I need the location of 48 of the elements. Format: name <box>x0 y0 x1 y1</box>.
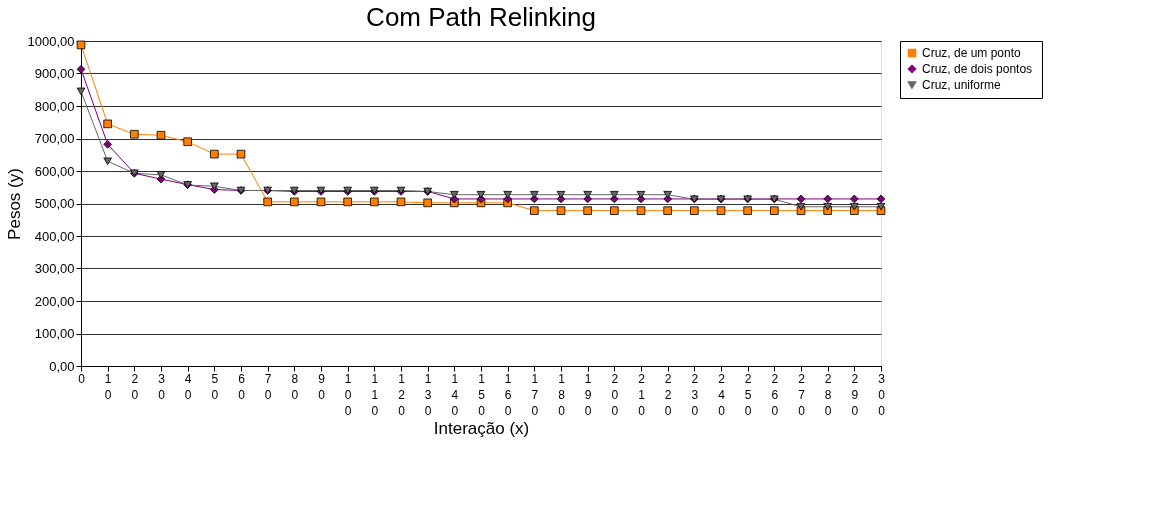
x-tick-label: 200 <box>611 371 619 418</box>
x-tick-label: 290 <box>851 371 859 418</box>
x-tick-label: 170 <box>531 371 539 418</box>
y-tick-label: 0,00 <box>49 358 75 374</box>
x-tick-label: 210 <box>638 371 646 418</box>
x-tick-label: 250 <box>744 371 752 418</box>
x-tick-label: 40 <box>184 371 192 402</box>
x-tick-label: 90 <box>318 371 326 402</box>
x-tick-label: 20 <box>131 371 139 402</box>
legend-label: Cruz, uniforme <box>922 78 1002 92</box>
legend-label: Cruz, de dois pontos <box>922 62 1033 76</box>
y-tick-label: 600,00 <box>34 163 75 179</box>
x-tick-label: 280 <box>824 371 832 418</box>
x-tick-label: 80 <box>291 371 299 402</box>
y-tick-label: 400,00 <box>34 228 75 244</box>
x-axis-title: Interação (x) <box>433 418 530 438</box>
x-tick-label: 30 <box>158 371 166 402</box>
y-tick-label: 1000,00 <box>27 33 75 49</box>
y-tick-label: 300,00 <box>34 261 75 276</box>
x-tick-label: 150 <box>478 371 486 418</box>
y-tick-label: 900,00 <box>34 66 75 81</box>
x-tick-label: 10 <box>104 371 112 402</box>
x-tick-label: 220 <box>664 371 672 418</box>
x-tick-label: 130 <box>424 371 432 418</box>
x-tick-label: 50 <box>211 371 219 402</box>
y-tick-label: 200,00 <box>34 293 75 309</box>
x-tick-label: 260 <box>771 371 779 418</box>
x-tick-label: 270 <box>798 371 806 418</box>
y-axis-title: Pesos (y) <box>4 168 24 240</box>
chart-title: Com Path Relinking <box>366 2 596 32</box>
x-tick-label: 60 <box>238 371 246 402</box>
x-tick-label: 180 <box>558 371 566 418</box>
x-tick-label: 190 <box>584 371 592 418</box>
x-tick-label: 160 <box>504 371 512 418</box>
y-tick-label: 100,00 <box>34 326 75 341</box>
x-tick-label: 70 <box>264 371 272 402</box>
y-tick-label: 700,00 <box>34 131 75 146</box>
x-tick-label: 120 <box>398 371 406 418</box>
x-tick-label: 300 <box>878 371 886 418</box>
x-tick-label: 0 <box>78 371 86 386</box>
x-tick-label: 230 <box>691 371 699 418</box>
legend-label: Cruz, de um ponto <box>922 46 1022 60</box>
x-tick-label: 140 <box>451 371 459 418</box>
x-tick-label: 110 <box>371 371 379 418</box>
y-tick-label: 500,00 <box>34 196 75 211</box>
y-tick-label: 800,00 <box>34 98 75 114</box>
x-tick-label: 100 <box>344 371 352 418</box>
x-tick-label: 240 <box>718 371 726 418</box>
